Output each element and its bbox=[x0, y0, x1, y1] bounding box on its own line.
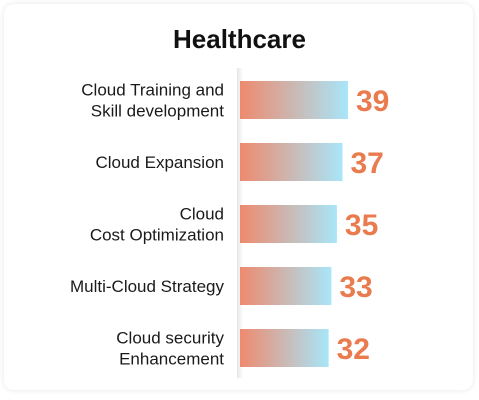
category-label-4-line-0: Cloud security bbox=[116, 329, 224, 348]
value-label-1: 37 bbox=[350, 147, 383, 180]
value-label-2: 35 bbox=[345, 209, 378, 242]
value-label-0: 39 bbox=[356, 85, 389, 118]
category-label-1: Cloud Expansion bbox=[95, 153, 224, 172]
category-label-4-line-1: Enhancement bbox=[119, 350, 224, 369]
category-label-0: Cloud Training and Skill development bbox=[81, 81, 224, 121]
bar-1 bbox=[240, 143, 343, 181]
bar-0 bbox=[240, 81, 348, 119]
chart-card bbox=[4, 4, 473, 390]
chart-title: Healthcare bbox=[173, 24, 306, 54]
category-labels-layer: Cloud Training and Skill developmentCloud… bbox=[70, 81, 225, 369]
value-label-3: 33 bbox=[339, 271, 372, 304]
category-label-1-line-0: Cloud Expansion bbox=[95, 153, 224, 172]
category-label-4: Cloud security Enhancement bbox=[116, 329, 224, 369]
category-label-3-line-0: Multi-Cloud Strategy bbox=[70, 277, 225, 296]
value-label-4: 32 bbox=[337, 333, 370, 366]
category-label-2-line-1: Cost Optimization bbox=[90, 226, 224, 245]
category-label-2: Cloud Cost Optimization bbox=[90, 205, 224, 245]
bar-3 bbox=[240, 267, 332, 305]
category-label-0-line-1: Skill development bbox=[91, 102, 225, 121]
category-label-2-line-0: Cloud bbox=[180, 205, 224, 224]
category-label-0-line-0: Cloud Training and bbox=[81, 81, 224, 100]
bar-2 bbox=[240, 205, 337, 243]
bars-layer bbox=[240, 81, 348, 367]
value-labels-layer: 39 37 35 33 32 bbox=[337, 85, 390, 366]
bar-4 bbox=[240, 329, 329, 367]
category-label-3: Multi-Cloud Strategy bbox=[70, 277, 225, 296]
